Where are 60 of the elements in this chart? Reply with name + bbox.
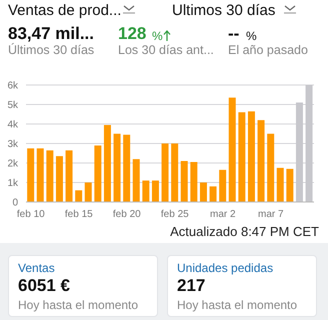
bar <box>219 170 226 202</box>
text: 217 <box>177 276 206 296</box>
bar <box>104 124 111 202</box>
x-tick-label: feb 15 <box>64 209 94 220</box>
x-tick-label: feb 20 <box>112 209 142 220</box>
text: Los 30 días ant... <box>118 43 214 57</box>
text: Unidades pedidas <box>177 261 274 275</box>
text: Hoy hasta el momento <box>177 298 298 312</box>
bar <box>36 148 44 202</box>
bar <box>200 182 207 202</box>
bar <box>75 190 82 202</box>
text: El año pasado <box>228 43 308 57</box>
bar <box>114 134 121 202</box>
bar <box>180 161 188 202</box>
bar <box>56 156 63 202</box>
text: % <box>246 29 257 43</box>
text: 128 <box>118 24 146 44</box>
bar <box>84 182 92 202</box>
bar <box>306 85 313 202</box>
chart-title: Ventas de prod... <box>8 2 122 19</box>
x-tick-label: mar 7 <box>258 209 284 220</box>
text: 83,47 mil... <box>8 24 94 43</box>
y-tick-label: 1k <box>7 178 19 190</box>
text: % <box>152 29 163 43</box>
text: Hoy hasta el momento <box>18 298 138 312</box>
bar <box>46 150 54 202</box>
bar <box>286 168 294 202</box>
y-tick-label: 0 <box>12 198 18 209</box>
x-tick-label: feb 10 <box>16 209 46 220</box>
text: 6051 € <box>18 276 70 296</box>
y-tick-label: 4k <box>7 120 19 131</box>
x-tick-label: mar 2 <box>210 209 236 220</box>
bar <box>123 134 130 202</box>
bar <box>94 145 102 202</box>
bar <box>296 102 303 202</box>
bar <box>210 186 217 202</box>
bar <box>276 168 284 202</box>
bar <box>152 180 159 202</box>
bar <box>142 180 150 202</box>
x-tick-label: feb 25 <box>160 209 190 220</box>
text: Ventas <box>18 261 55 275</box>
text: Últimos 30 días <box>8 43 94 57</box>
bar <box>66 150 73 202</box>
y-tick-label: 2k <box>7 158 19 170</box>
text: -- <box>228 24 240 44</box>
chart-subtitle: Ultimos 30 días <box>172 2 276 19</box>
bar <box>267 134 274 202</box>
y-tick-label: 3k <box>7 139 19 150</box>
bar <box>132 159 140 202</box>
bar <box>27 148 34 202</box>
y-tick-label: 6k <box>7 80 19 92</box>
y-tick-label: 5k <box>7 100 19 112</box>
bar <box>238 112 246 202</box>
bar <box>171 144 178 202</box>
bar <box>258 120 265 202</box>
bar <box>190 162 198 202</box>
bar <box>162 144 169 202</box>
bar <box>228 98 236 202</box>
text: Actualizado 8:47 PM CET <box>170 224 319 239</box>
bar <box>248 111 255 202</box>
